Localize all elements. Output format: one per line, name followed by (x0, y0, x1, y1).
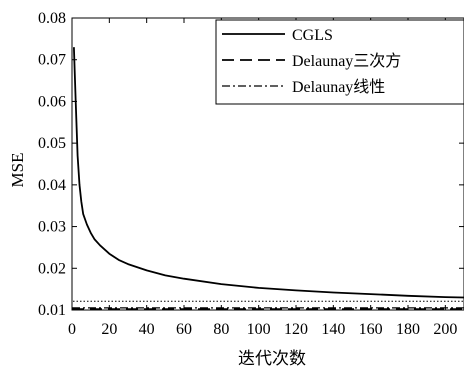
x-tick-label: 180 (396, 321, 420, 338)
legend-label-delaunay-linear: Delaunay线性 (292, 78, 385, 96)
legend-label-cgls: CGLS (292, 27, 333, 44)
y-tick-label: 0.07 (38, 52, 66, 69)
x-tick-label: 140 (321, 321, 345, 338)
legend-label-delaunay-cubic: Delaunay三次方 (292, 52, 401, 70)
x-axis-ticks: 0 20 40 60 80 100 120 140 160 180 200 (68, 18, 457, 338)
x-tick-label: 40 (139, 321, 155, 338)
series-layer (72, 47, 464, 311)
y-tick-label: 0.05 (38, 135, 66, 152)
x-tick-label: 120 (284, 321, 308, 338)
x-tick-label: 0 (68, 321, 76, 338)
x-tick-label: 20 (101, 321, 117, 338)
plot-frame (71, 17, 464, 311)
y-tick-label: 0.02 (38, 260, 66, 277)
x-tick-label: 200 (433, 321, 457, 338)
x-axis-label: 迭代次数 (238, 349, 306, 368)
x-tick-label: 100 (247, 321, 271, 338)
legend: CGLS Delaunay三次方 Delaunay线性 (215, 19, 464, 105)
y-axis-ticks: 0.01 0.02 0.03 0.04 0.05 0.06 0.07 0.08 (38, 10, 464, 319)
y-tick-label: 0.01 (38, 302, 66, 319)
x-tick-label: 160 (359, 321, 383, 338)
y-axis-label: MSE (8, 153, 27, 188)
x-tick-label: 60 (176, 321, 192, 338)
x-tick-label: 80 (213, 321, 229, 338)
y-tick-label: 0.03 (38, 219, 66, 236)
y-tick-label: 0.04 (38, 177, 66, 194)
series-line-0 (73, 47, 464, 299)
y-tick-label: 0.06 (38, 93, 66, 110)
y-tick-label: 0.08 (38, 10, 66, 27)
